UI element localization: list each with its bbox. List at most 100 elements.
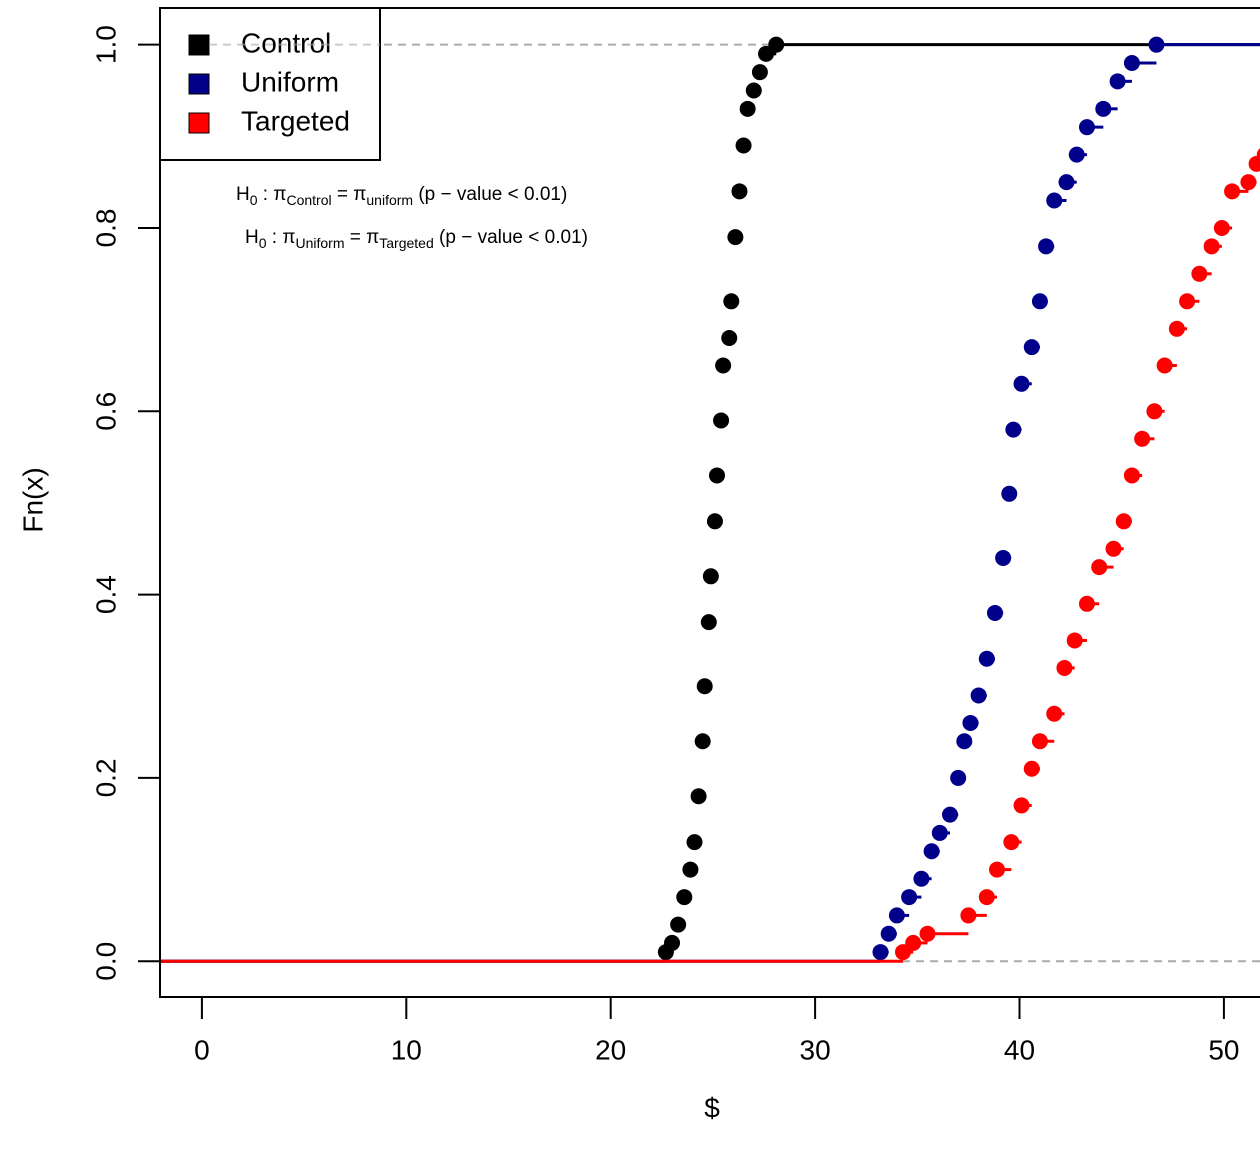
- ecdf-point: [664, 934, 681, 951]
- y-tick-label: 0.0: [90, 942, 121, 981]
- ecdf-point: [962, 714, 979, 731]
- legend-label: Targeted: [241, 105, 350, 136]
- ecdf-point: [960, 907, 977, 924]
- y-tick-label: 0.8: [90, 209, 121, 248]
- x-tick-label: 30: [800, 1034, 831, 1065]
- ecdf-point: [956, 733, 973, 750]
- ecdf-point: [931, 824, 948, 841]
- annotation-part: H: [245, 227, 259, 248]
- ecdf-point: [1203, 238, 1220, 255]
- ecdf-point: [888, 907, 905, 924]
- annotation: H0 : πUniform = πTargeted (p − value < 0…: [245, 227, 588, 251]
- plot-box: [159, 7, 1260, 998]
- legend-label: Uniform: [241, 66, 339, 97]
- x-axis-label: $: [704, 1092, 720, 1123]
- y-axis-label: Fn(x): [17, 467, 48, 532]
- ecdf-point: [1066, 632, 1083, 649]
- annotation-subscript: uniform: [366, 192, 413, 208]
- annotation-part: = π: [345, 227, 380, 248]
- ecdf-point: [1256, 148, 1260, 162]
- x-tick-label: 0: [194, 1034, 210, 1065]
- ecdf-point: [942, 806, 959, 823]
- annotation-part: H: [236, 184, 250, 205]
- annotation-subscript: Uniform: [295, 235, 344, 251]
- ecdf-point: [713, 412, 730, 429]
- ecdf-point: [745, 82, 762, 99]
- ecdf-point: [970, 687, 987, 704]
- ecdf-point: [727, 229, 744, 246]
- legend-swatch: [188, 73, 210, 95]
- annotation-part: : π: [267, 227, 296, 248]
- ecdf-point: [880, 925, 897, 942]
- ecdf-point: [1023, 339, 1040, 356]
- ecdf-point: [995, 549, 1012, 566]
- ecdf-point: [1058, 174, 1075, 191]
- legend-swatch: [188, 34, 210, 56]
- y-tick-label: 0.2: [90, 758, 121, 797]
- ecdf-point: [708, 467, 725, 484]
- annotation: H0 : πControl = πuniform (p − value < 0.…: [236, 184, 567, 208]
- ecdf-point: [901, 889, 918, 906]
- ecdf-point: [1248, 155, 1260, 172]
- annotation-part: (p − value < 0.01): [413, 184, 567, 205]
- ecdf-point: [694, 733, 711, 750]
- y-tick-label: 1.0: [90, 25, 121, 64]
- ecdf-point: [739, 100, 756, 117]
- ecdf-point: [872, 944, 889, 961]
- ecdf-point: [905, 934, 922, 951]
- ecdf-point: [1224, 183, 1241, 200]
- ecdf-point: [1123, 54, 1140, 71]
- ecdf-point: [1240, 174, 1257, 191]
- x-tick-label: 50: [1208, 1034, 1239, 1065]
- ecdf-point: [715, 357, 732, 374]
- ecdf-point: [686, 834, 703, 851]
- ecdf-point: [1179, 293, 1196, 310]
- ecdf-point: [986, 604, 1003, 621]
- ecdf-point: [1115, 513, 1132, 530]
- ecdf-point: [1134, 430, 1151, 447]
- ecdf-point: [706, 513, 723, 530]
- ecdf-point: [1213, 219, 1230, 236]
- annotation-part: = π: [332, 184, 367, 205]
- ecdf-point: [682, 861, 699, 878]
- ecdf-point: [1031, 293, 1048, 310]
- y-tick-label: 0.4: [90, 575, 121, 614]
- ecdf-point: [1023, 760, 1040, 777]
- ecdf-point: [1156, 357, 1173, 374]
- ecdf-point: [1168, 320, 1185, 337]
- ecdf-point: [1109, 73, 1126, 90]
- ecdf-point: [1078, 119, 1095, 136]
- ecdf-point: [1146, 403, 1163, 420]
- x-tick-label: 40: [1004, 1034, 1035, 1065]
- ecdf-point: [700, 614, 717, 631]
- ecdf-point: [919, 925, 936, 942]
- ecdf-point: [1013, 375, 1030, 392]
- ecdf-point: [1003, 834, 1020, 851]
- ecdf-point: [690, 788, 707, 805]
- legend-label: Control: [241, 27, 331, 58]
- ecdf-point: [768, 36, 785, 53]
- ecdf-point: [758, 45, 775, 62]
- ecdf-point: [1046, 705, 1063, 722]
- ecdf-point: [1148, 36, 1165, 53]
- ecdf-point: [1001, 485, 1018, 502]
- ecdf-point: [989, 861, 1006, 878]
- ecdf-point: [978, 889, 995, 906]
- x-tick-label: 20: [595, 1034, 626, 1065]
- ecdf-point: [696, 678, 713, 695]
- ecdf-point: [950, 769, 967, 786]
- annotation-subscript: 0: [259, 235, 267, 251]
- ecdf-point: [978, 650, 995, 667]
- ecdf-point: [1038, 238, 1055, 255]
- ecdf-point: [913, 870, 930, 887]
- ecdf-point: [1031, 733, 1048, 750]
- ecdf-point: [731, 183, 748, 200]
- ecdf-point: [1078, 595, 1095, 612]
- ecdf-point: [1095, 100, 1112, 117]
- ecdf-point: [751, 64, 768, 81]
- ecdf-point: [702, 568, 719, 585]
- ecdf-point: [1105, 540, 1122, 557]
- legend-swatch: [188, 112, 210, 134]
- ecdf-point: [1068, 146, 1085, 163]
